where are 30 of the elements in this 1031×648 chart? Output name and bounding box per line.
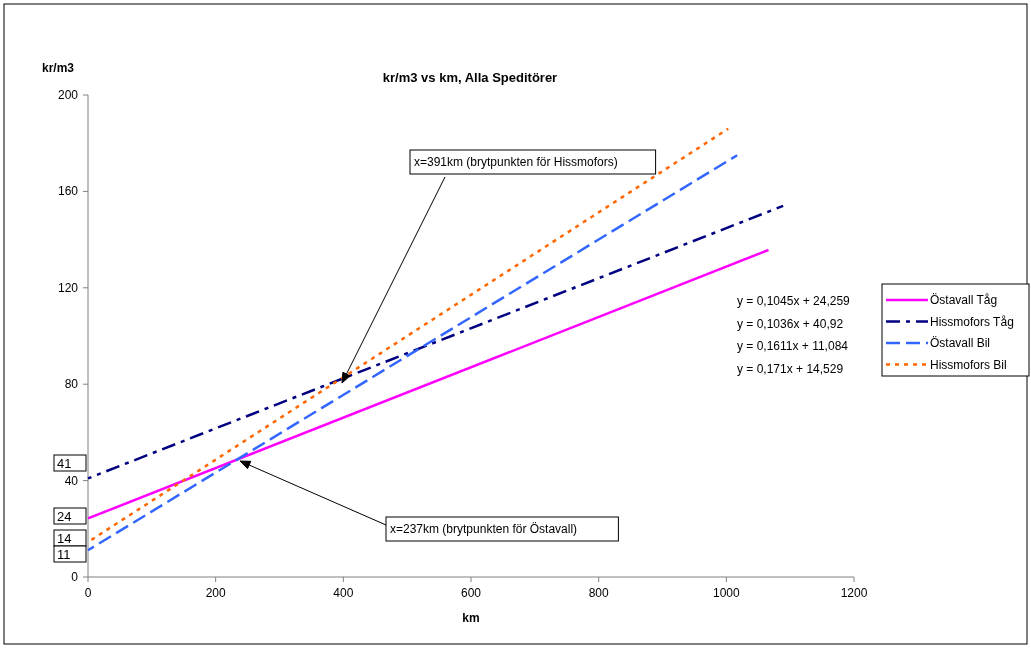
text: 14 [57, 531, 72, 546]
text: 24 [57, 509, 72, 524]
y-axis-title: kr/m3 [42, 61, 75, 75]
x-tick-label: 800 [588, 586, 609, 600]
annotation: y = 0,1045x + 24,259 [737, 294, 851, 308]
annotation: y = 0,1611x + 11,084 [737, 339, 849, 353]
legend-label: Hissmofors Bil [930, 357, 1007, 372]
annotation: x=237km (brytpunkten för Östavall) [390, 522, 578, 536]
annotation: y = 0,1036x + 40,92 [737, 316, 844, 331]
x-tick-label: 0 [84, 586, 92, 600]
text: 11 [57, 547, 71, 562]
y-tick-label: 0 [71, 570, 79, 584]
legend-label: Hissmofors Tåg [930, 314, 1014, 329]
x-tick-label: 1000 [712, 586, 740, 600]
annotation: x=391km (brytpunkten för Hissmofors) [414, 155, 618, 169]
chart-title: kr/m3 vs km, Alla Speditörer [382, 70, 558, 85]
x-tick-label: 600 [460, 586, 482, 600]
x-tick-label: 1200 [840, 586, 868, 600]
y-tick-label: 160 [57, 184, 79, 199]
legend-label: Östavall Bil [930, 336, 991, 350]
annotation: y = 0,171x + 14,529 [737, 361, 844, 376]
legend-label: Östavall Tåg [930, 293, 998, 307]
text: 41 [57, 456, 72, 471]
y-tick-label: 40 [64, 473, 79, 488]
y-tick-label: 80 [64, 377, 79, 392]
x-axis-title: km [462, 611, 480, 625]
y-tick-label: 120 [57, 280, 79, 295]
x-tick-label: 200 [205, 586, 226, 600]
x-tick-label: 400 [333, 586, 354, 600]
y-tick-label: 200 [57, 88, 79, 102]
